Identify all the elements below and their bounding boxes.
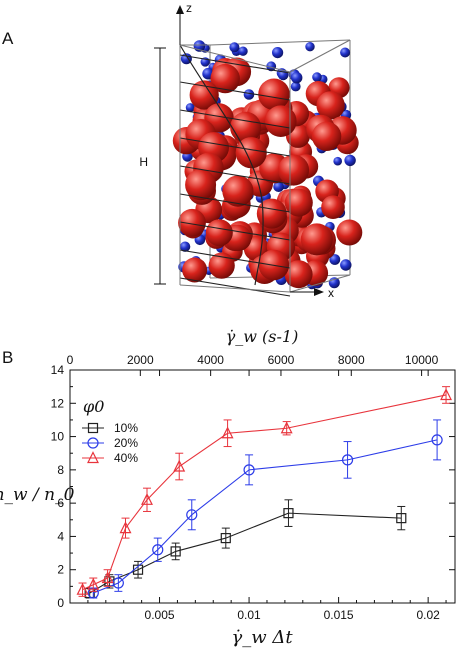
large-particle (258, 79, 290, 111)
y-tick-label: 0 (57, 596, 64, 610)
x-top-axis-title: γ̇_w (s-1) (226, 327, 299, 346)
small-particle (340, 259, 351, 270)
panel-b-chart: 0.005 0.01 0.015 0.02 2000 4000 6000 8000 10000 0… (0, 327, 455, 648)
x-top-tick-label: 4000 (197, 353, 224, 367)
small-particle (229, 42, 239, 52)
box-front-edge (290, 40, 350, 72)
large-particle (285, 189, 313, 217)
large-particle (321, 195, 345, 219)
y-axis-title: n_w / n_0 (0, 485, 75, 505)
x-axis-label: x (328, 286, 334, 300)
large-particle (206, 219, 233, 246)
large-particle (301, 223, 333, 255)
panel-a-label: A (2, 29, 14, 48)
x-top-tick-label: 6000 (268, 353, 295, 367)
legend-entry-label: 40% (114, 451, 138, 465)
legend: φ0 10%20%40% (82, 397, 138, 465)
y-tick-label: 14 (51, 363, 65, 377)
large-particle (257, 199, 287, 229)
y-tick-label: 10 (51, 430, 65, 444)
small-particle (340, 48, 350, 58)
height-label: H (139, 155, 148, 169)
small-particle (344, 155, 355, 166)
x-tick-label: 0.015 (324, 608, 354, 622)
small-particle (291, 72, 302, 83)
small-particle (272, 47, 283, 58)
series-square (85, 500, 406, 598)
legend-title: φ0 (83, 397, 104, 416)
x-top-tick-label: 0 (67, 353, 74, 367)
small-particle (312, 72, 322, 82)
series-line (90, 513, 402, 593)
x-top-tick-label: 2000 (127, 353, 154, 367)
y-tick-label: 12 (51, 396, 65, 410)
panel-b-label: B (2, 348, 13, 367)
z-axis-arrow (176, 5, 184, 14)
x-tick-label: 0.02 (416, 608, 440, 622)
large-particle (265, 105, 297, 137)
x-tick-label: 0.005 (145, 608, 175, 622)
legend-entry-label: 20% (114, 436, 138, 450)
box-front-edge (180, 285, 290, 292)
series-circle (88, 420, 442, 598)
x-top-tick-label: 8000 (338, 353, 365, 367)
x-axis-title: γ̇_w Δt (231, 627, 293, 648)
z-axis-label: z (186, 1, 192, 15)
large-particle (312, 122, 341, 151)
series-line (93, 440, 437, 593)
y-tick-label: 8 (57, 463, 64, 477)
small-particle (238, 47, 247, 56)
large-particle (278, 155, 309, 186)
large-particle (336, 220, 362, 246)
small-particle (333, 157, 342, 166)
panel-a-simulation-box: z x H (139, 1, 362, 300)
small-particle (244, 89, 255, 100)
legend-entry-label: 10% (114, 421, 138, 435)
y-tick-label: 4 (57, 529, 64, 543)
x-axis-arrow (314, 288, 324, 296)
y-tick-label: 2 (57, 563, 64, 577)
small-particle (305, 42, 314, 51)
x-tick-label: 0.01 (237, 608, 261, 622)
x-top-tick-label: 10000 (405, 353, 439, 367)
